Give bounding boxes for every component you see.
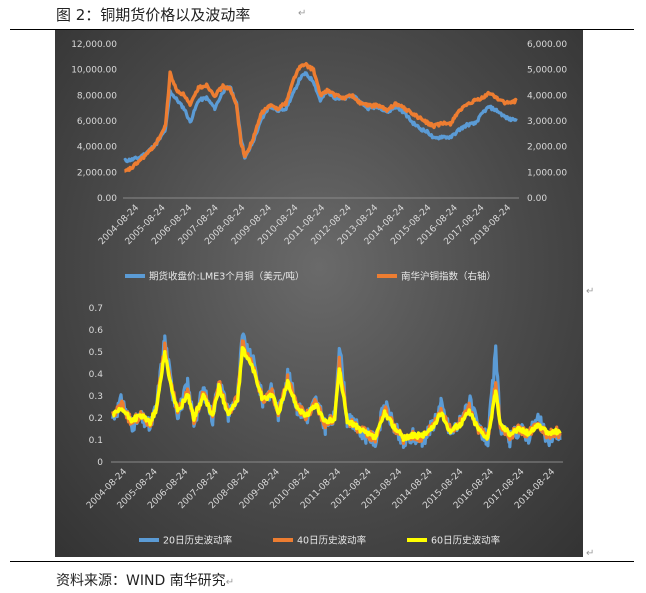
bottom-rule [10, 561, 634, 562]
paragraph-mark-bottom: ↵ [586, 548, 595, 559]
charts-svg: 12,000.00 10,000.00 8,000.00 6,000.00 4,000.… [71, 40, 567, 547]
vol-y-tick-label: 0.7 [89, 304, 103, 314]
vol-y-tick-label: 0.3 [89, 392, 103, 402]
nanhua-copper-index-line [123, 62, 518, 173]
legend-label-nanhua: 南华沪铜指数（右轴） [401, 271, 496, 283]
vol60-line [111, 346, 562, 442]
chart-panel [55, 30, 583, 557]
price-left-tick-label: 6,000.00 [77, 117, 117, 127]
vol-y-tick-label: 0.4 [89, 370, 104, 380]
paragraph-mark-middle: ↵ [586, 286, 595, 297]
price-left-tick-label: 4,000.00 [77, 143, 117, 153]
price-right-tick-label: 5,000.00 [527, 66, 567, 76]
price-left-tick-label: 8,000.00 [77, 91, 117, 101]
vol-y-tick-label: 0.2 [89, 414, 103, 424]
source-note: 资料来源：WIND 南华研究↵ [56, 573, 235, 589]
price-left-tick-label: 12,000.00 [71, 40, 117, 50]
price-right-tick-label: 0.00 [527, 194, 547, 204]
price-left-tick-label: 2,000.00 [77, 168, 117, 178]
price-right-tick-label: 4,000.00 [527, 91, 567, 101]
price-right-tick-label: 3,000.00 [527, 117, 567, 127]
top-rule [10, 29, 634, 30]
price-left-tick-label: 10,000.00 [71, 66, 117, 76]
paragraph-mark-title: ↵ [298, 8, 307, 19]
vol-y-tick-label: 0.5 [89, 348, 103, 358]
legend-label-vol60-line: 60日历史波动率 [431, 535, 501, 547]
price-right-tick-label: 1,000.00 [527, 168, 567, 178]
lme-copy-price-line [123, 71, 518, 164]
price-left-tick-label: 0.00 [97, 194, 117, 204]
figure-title: 图 2：铜期货价格以及波动率 [56, 6, 251, 24]
legend-label-vol20-line: 20日历史波动率 [163, 535, 233, 547]
vol-y-tick-label: 0 [97, 458, 103, 468]
legend-label-vol40-line: 40日历史波动率 [297, 535, 367, 547]
price-right-tick-label: 2,000.00 [527, 143, 567, 153]
vol-y-tick-label: 0.1 [89, 436, 103, 446]
vol-y-tick-label: 0.6 [89, 326, 104, 336]
price-right-tick-label: 6,000.00 [527, 40, 567, 50]
source-note-text: 资料来源：WIND 南华研究 [56, 573, 226, 589]
legend-label-lme: 期货收盘价:LME3个月铜（美元/吨） [149, 271, 304, 283]
